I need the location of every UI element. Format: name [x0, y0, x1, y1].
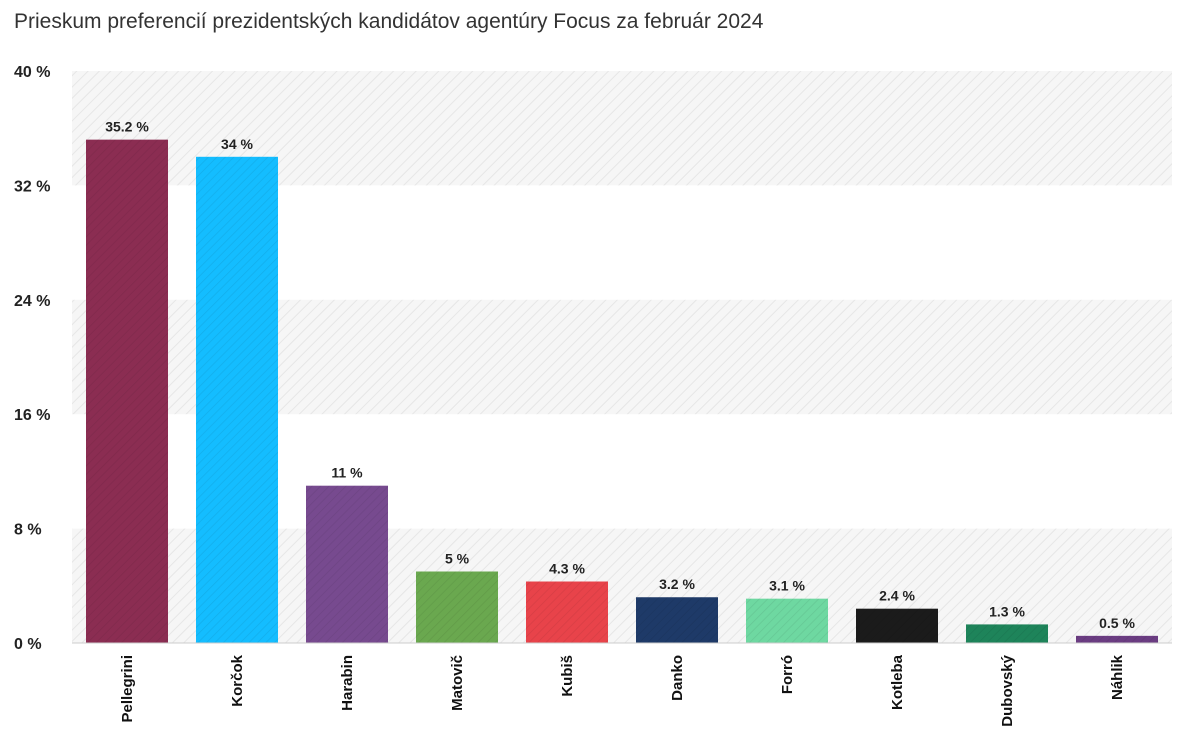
x-tick-label: Kubiš [559, 655, 576, 697]
x-tick-label: Pellegrini [119, 655, 136, 723]
bar-texture [306, 485, 388, 643]
bar-texture [966, 624, 1048, 643]
bar-value-label: 1.3 % [989, 603, 1025, 619]
x-tick-label: Kotleba [889, 654, 906, 710]
bar-value-label: 5 % [445, 551, 470, 567]
x-tick-label: Dubovský [999, 654, 1016, 726]
bar-texture [196, 156, 278, 644]
bars [86, 139, 1158, 644]
x-tick-label: Matovič [449, 655, 466, 711]
x-tick-label: Harabin [339, 655, 356, 711]
bar-texture [636, 597, 718, 643]
bar-texture [856, 608, 938, 643]
x-axis: Pellegrini Korčok Harabin Matovič Kubiš Danko… [72, 642, 1172, 727]
bar-value-label: 2.4 % [879, 588, 915, 604]
y-tick-label: 40 % [14, 64, 50, 81]
bar-value-label: 4.3 % [549, 561, 585, 577]
bar-texture [86, 139, 168, 643]
value-labels: 35.2 % 34 % 11 % 5 % 4.3 % 3.2 % 3.1 % 2.4 % 1.3… [105, 119, 1135, 631]
y-tick-label: 0 % [14, 636, 42, 653]
bar-value-label: 11 % [331, 465, 363, 481]
bar-value-label: 3.1 % [769, 578, 805, 594]
y-tick-label: 8 % [14, 522, 42, 539]
y-tick-label: 32 % [14, 178, 50, 195]
y-tick-label: 24 % [14, 293, 50, 310]
bar-texture [416, 571, 498, 643]
bar-texture [1076, 635, 1158, 643]
chart-title: Prieskum preferencií prezidentských kand… [14, 10, 764, 33]
bar-texture [526, 581, 608, 643]
bar-texture [746, 598, 828, 643]
bar-value-label: 0.5 % [1099, 615, 1135, 631]
x-tick-label: Danko [669, 655, 686, 701]
y-tick-label: 16 % [14, 407, 50, 424]
x-tick-label: Náhlik [1109, 654, 1126, 700]
y-axis: 0 % 8 % 16 % 24 % 32 % 40 % [14, 64, 50, 653]
bar-value-label: 35.2 % [105, 119, 149, 135]
x-tick-label: Forró [779, 655, 796, 694]
bar-value-label: 3.2 % [659, 576, 695, 592]
bar-value-label: 34 % [221, 136, 253, 152]
x-tick-label: Korčok [229, 654, 246, 706]
